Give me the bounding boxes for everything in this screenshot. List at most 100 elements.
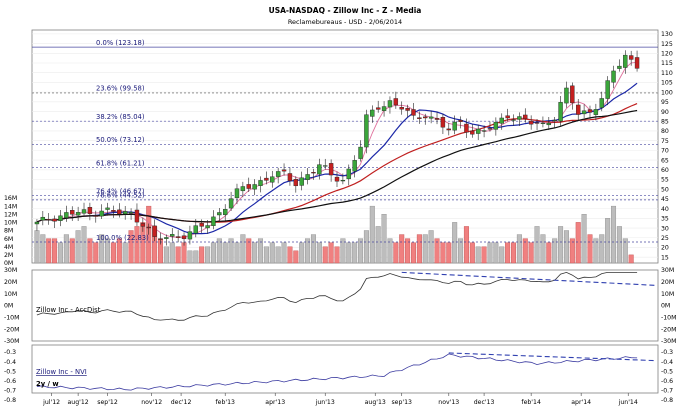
- fib-label-0: 0.0% (123.18): [96, 39, 145, 47]
- candle-body: [93, 215, 98, 217]
- volume-bar: [381, 214, 387, 264]
- candle-body: [317, 164, 322, 175]
- volume-bar: [452, 222, 458, 264]
- volume-tick-4M: 4M: [4, 244, 13, 251]
- x-tick-feb'13: feb'13: [215, 399, 235, 406]
- volume-bar: [569, 238, 575, 264]
- price-tick-55: 55: [661, 177, 669, 184]
- x-tick-jun'14: jun'14: [618, 399, 638, 406]
- volume-bar: [475, 246, 481, 264]
- volume-bar: [57, 242, 63, 264]
- volume-bar: [205, 246, 211, 264]
- candle-body: [593, 109, 599, 115]
- candle-body: [417, 117, 422, 120]
- accdist-indicator: 30M 30M 20M 20M 10M 10M 0M 0M -10M -10M -20M -20M -3…: [4, 267, 676, 345]
- volume-bar: [581, 214, 587, 264]
- price-tick-80: 80: [661, 128, 669, 135]
- volume-bar: [63, 234, 69, 264]
- price-tick-50: 50: [661, 186, 669, 193]
- volume-bars: [34, 205, 634, 264]
- candle-body: [605, 80, 610, 99]
- volume-bar: [134, 226, 140, 264]
- price-tick-25: 25: [661, 235, 669, 242]
- x-tick-nov'13: nov'13: [438, 399, 459, 406]
- nvi-tick-right-4: -0.7: [661, 388, 673, 395]
- candle-body: [117, 209, 122, 215]
- fib-label-3: 50.0% (73.12): [96, 136, 145, 144]
- price-tick-90: 90: [661, 109, 669, 116]
- candle-body: [223, 208, 228, 215]
- volume-bar: [34, 230, 40, 264]
- nvi-tick-left-5: -0.8: [4, 397, 16, 404]
- accdist-tick-right-1: 20M: [661, 279, 674, 286]
- candle-body: [487, 128, 493, 130]
- price-tick-125: 125: [661, 41, 673, 48]
- candle-body: [570, 85, 575, 104]
- volume-bar: [281, 242, 287, 264]
- candle-body: [305, 174, 310, 180]
- volume-bar: [246, 238, 252, 264]
- volume-bar: [346, 242, 352, 264]
- candle-body: [564, 87, 569, 104]
- volume-bar: [81, 226, 87, 264]
- volume-tick-2M: 2M: [4, 252, 13, 259]
- candle-body: [211, 216, 216, 226]
- volume-bar: [52, 238, 58, 264]
- candle-body: [234, 188, 240, 199]
- x-tick-apr'13: apr'13: [265, 399, 285, 406]
- volume-bar: [546, 242, 552, 264]
- volume-tick-0M: 0M: [4, 260, 13, 267]
- volume-bar: [458, 238, 464, 264]
- volume-bar: [552, 238, 558, 264]
- volume-bar: [210, 242, 216, 264]
- volume-bar: [216, 238, 222, 264]
- volume-tick-16M: 16M: [4, 195, 17, 202]
- volume-bar: [316, 242, 322, 264]
- volume-bar: [434, 238, 440, 264]
- price-tick-35: 35: [661, 216, 669, 223]
- candle-body: [64, 212, 69, 219]
- volume-bar: [375, 226, 381, 264]
- candle-body: [81, 209, 87, 214]
- volume-tick-10M: 10M: [4, 220, 17, 227]
- volume-tick-6M: 6M: [4, 236, 13, 243]
- candle-body: [446, 128, 451, 131]
- volume-bar: [293, 250, 299, 264]
- x-tick-jul'12: jul'12: [42, 399, 60, 406]
- price-tick-115: 115: [661, 60, 673, 67]
- volume-bar: [522, 238, 528, 264]
- price-tick-70: 70: [661, 148, 669, 155]
- candle-body: [493, 122, 499, 130]
- candle-body: [246, 184, 251, 189]
- candle-body: [258, 180, 263, 186]
- candle-body: [552, 119, 557, 122]
- accdist-tick-left-1: 20M: [4, 279, 17, 286]
- price-tick-105: 105: [661, 80, 673, 87]
- volume-bar: [540, 234, 546, 264]
- volume-bar: [622, 238, 628, 264]
- candle-body: [599, 98, 604, 108]
- accdist-tick-right-0: 30M: [661, 267, 674, 274]
- price-tick-45: 45: [661, 196, 669, 203]
- candle-body: [576, 104, 581, 115]
- accdist-tick-left-6: -30M: [4, 338, 19, 345]
- candle-body: [581, 110, 587, 115]
- price-tick-110: 110: [661, 70, 673, 77]
- volume-bar: [534, 226, 540, 264]
- volume-bar: [69, 238, 75, 264]
- volume-bar: [428, 230, 434, 264]
- volume-bar: [387, 238, 393, 264]
- candle-body: [458, 120, 463, 122]
- volume-bar: [116, 238, 122, 264]
- volume-bar: [105, 238, 111, 264]
- candle-body: [423, 116, 428, 119]
- candle-body: [440, 117, 446, 128]
- volume-bar: [122, 242, 128, 264]
- volume-bar: [393, 242, 399, 264]
- price-tick-100: 100: [661, 89, 673, 96]
- candle-body: [217, 212, 222, 216]
- accdist-tick-right-5: -20M: [661, 326, 676, 333]
- x-tick-feb'14: feb'14: [521, 399, 541, 406]
- accdist-tick-right-6: -30M: [661, 338, 676, 345]
